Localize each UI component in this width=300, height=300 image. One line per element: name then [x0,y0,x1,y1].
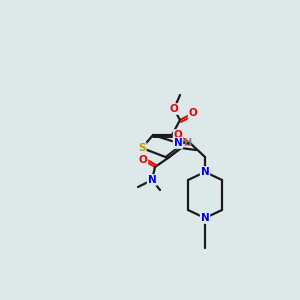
Text: O: O [139,155,147,165]
Text: O: O [169,104,178,114]
Text: S: S [138,143,146,153]
Text: N: N [174,138,182,148]
Text: N: N [201,213,209,223]
Text: H: H [183,138,191,148]
Text: O: O [174,130,182,140]
Text: N: N [201,167,209,177]
Text: N: N [148,175,156,185]
Text: O: O [189,108,197,118]
